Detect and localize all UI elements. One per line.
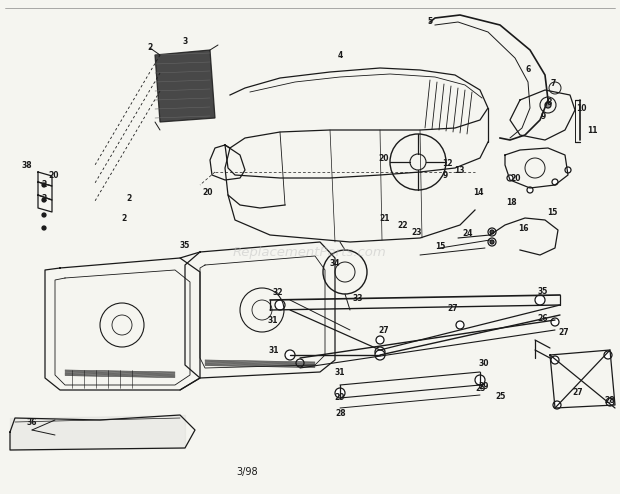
Polygon shape xyxy=(155,50,215,122)
Text: 21: 21 xyxy=(379,213,390,222)
Text: 9: 9 xyxy=(443,170,448,179)
Circle shape xyxy=(42,198,46,202)
Text: 9: 9 xyxy=(541,112,546,121)
Text: 4: 4 xyxy=(337,50,343,59)
Circle shape xyxy=(606,398,614,406)
Text: 27: 27 xyxy=(559,328,569,336)
Text: 8: 8 xyxy=(546,97,552,107)
Text: 27: 27 xyxy=(379,326,389,334)
Circle shape xyxy=(285,350,295,360)
Circle shape xyxy=(335,388,345,398)
Text: 31: 31 xyxy=(335,368,345,376)
Text: 20: 20 xyxy=(203,188,213,197)
Text: 11: 11 xyxy=(587,125,597,134)
Text: 35: 35 xyxy=(538,287,548,295)
Circle shape xyxy=(490,240,494,244)
Text: 26: 26 xyxy=(538,314,548,323)
Circle shape xyxy=(553,401,561,409)
Text: 36: 36 xyxy=(27,417,37,426)
Text: 3: 3 xyxy=(182,38,188,46)
Text: 5: 5 xyxy=(427,17,433,27)
Text: 27: 27 xyxy=(573,387,583,397)
Text: 12: 12 xyxy=(441,159,452,167)
Circle shape xyxy=(545,102,551,108)
Text: 33: 33 xyxy=(353,293,363,302)
Text: 29: 29 xyxy=(335,393,345,402)
Text: 13: 13 xyxy=(454,165,464,174)
Circle shape xyxy=(535,295,545,305)
Text: 7: 7 xyxy=(551,79,556,87)
Text: 29: 29 xyxy=(479,381,489,390)
Text: 28: 28 xyxy=(604,396,615,405)
Text: 18: 18 xyxy=(506,198,516,206)
Circle shape xyxy=(604,351,612,359)
Circle shape xyxy=(375,347,385,357)
Text: 24: 24 xyxy=(463,229,473,238)
Text: 31: 31 xyxy=(268,316,278,325)
Text: 27: 27 xyxy=(448,303,458,313)
Text: 20: 20 xyxy=(49,170,60,179)
Circle shape xyxy=(456,321,464,329)
Text: ReplacementParts.com: ReplacementParts.com xyxy=(233,246,387,258)
Circle shape xyxy=(42,213,46,217)
Text: 35: 35 xyxy=(180,241,190,249)
Text: 10: 10 xyxy=(576,104,587,113)
Circle shape xyxy=(551,356,559,364)
Circle shape xyxy=(475,375,485,385)
Text: 23: 23 xyxy=(412,228,422,237)
Text: 22: 22 xyxy=(398,220,408,230)
Text: 38: 38 xyxy=(22,161,32,169)
Circle shape xyxy=(488,238,496,246)
Text: 25: 25 xyxy=(496,392,506,401)
Text: 31: 31 xyxy=(268,345,279,355)
Text: 2: 2 xyxy=(42,179,46,189)
Text: 14: 14 xyxy=(472,188,483,197)
Text: 25: 25 xyxy=(476,383,486,393)
Text: 3/98: 3/98 xyxy=(236,467,258,477)
Text: 2: 2 xyxy=(42,194,46,203)
Circle shape xyxy=(375,350,385,360)
Circle shape xyxy=(296,359,304,367)
Circle shape xyxy=(551,318,559,326)
Text: 2: 2 xyxy=(122,213,126,222)
Circle shape xyxy=(552,179,558,185)
Text: 15: 15 xyxy=(435,242,445,250)
Circle shape xyxy=(527,187,533,193)
Text: 30: 30 xyxy=(479,359,489,368)
Text: 34: 34 xyxy=(330,258,340,267)
Text: 32: 32 xyxy=(273,288,283,296)
Text: 6: 6 xyxy=(525,66,531,75)
Circle shape xyxy=(42,183,46,187)
Circle shape xyxy=(275,300,285,310)
Circle shape xyxy=(507,175,513,181)
Circle shape xyxy=(490,230,494,234)
Text: 2: 2 xyxy=(126,194,131,203)
Text: 15: 15 xyxy=(547,207,557,216)
Circle shape xyxy=(42,226,46,230)
Circle shape xyxy=(565,167,571,173)
Circle shape xyxy=(488,228,496,236)
Text: 20: 20 xyxy=(379,154,389,163)
Text: 16: 16 xyxy=(518,223,528,233)
Circle shape xyxy=(376,336,384,344)
Text: 2: 2 xyxy=(148,43,153,52)
Text: 20: 20 xyxy=(511,173,521,182)
Text: 28: 28 xyxy=(335,409,347,417)
